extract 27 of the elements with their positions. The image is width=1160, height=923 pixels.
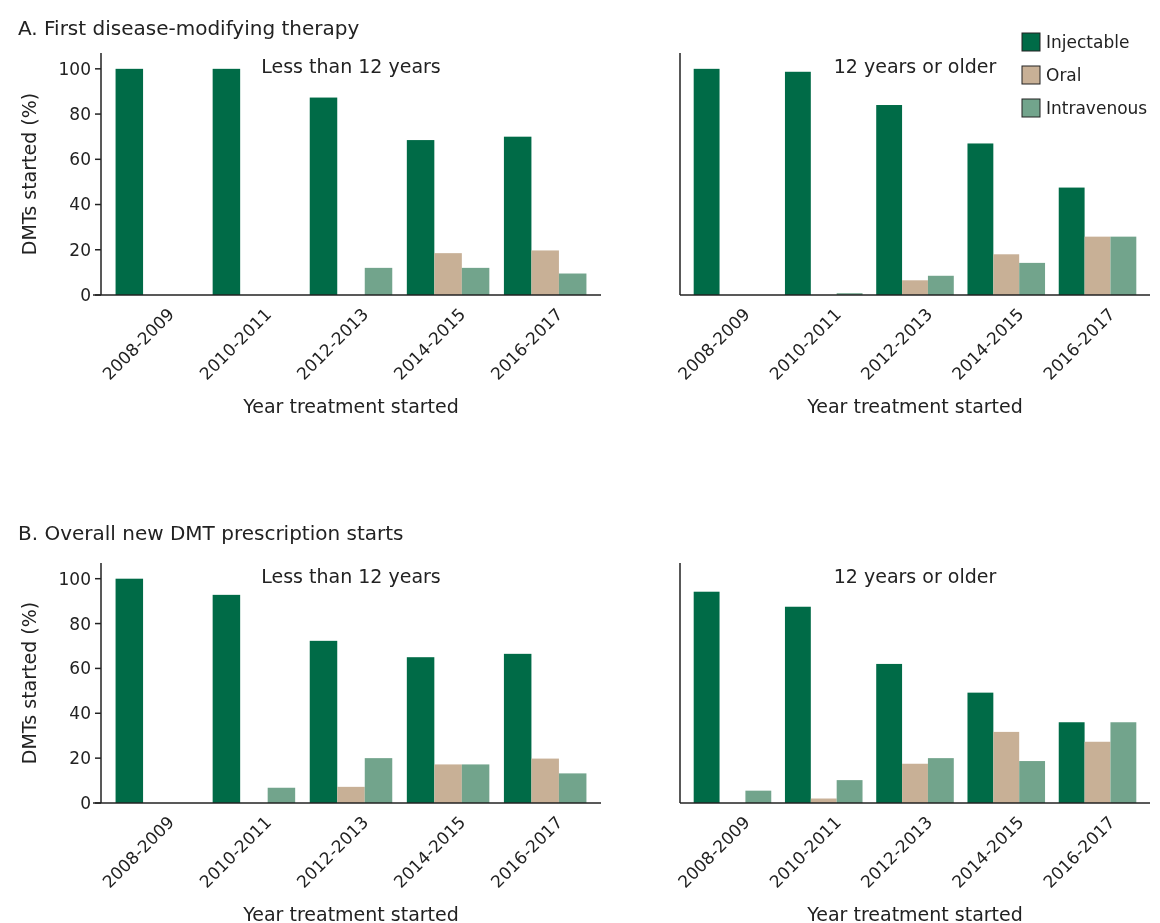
y-tick-label: 100 — [58, 58, 91, 79]
chart-title: A. First disease-modifying therapy — [18, 16, 360, 40]
y-tick-label: 0 — [80, 792, 91, 813]
y-tick-label: 60 — [69, 658, 91, 679]
y-axis-title: DMTs started (%) — [18, 92, 40, 256]
chart-subtitle: 12 years or older — [833, 565, 997, 587]
legend-label: Oral — [1046, 65, 1082, 85]
y-tick-label: 80 — [69, 613, 91, 634]
x-axis-title: Year treatment started — [806, 395, 1023, 417]
chart-title: B. Overall new DMT prescription starts — [18, 521, 404, 545]
y-tick-label: 80 — [69, 104, 91, 125]
legend-label: Injectable — [1046, 32, 1130, 52]
chart-subtitle: Less than 12 years — [261, 565, 441, 587]
y-tick-label: 0 — [80, 284, 91, 305]
x-axis-title: Year treatment started — [242, 395, 459, 417]
chart-subtitle: 12 years or older — [833, 55, 997, 77]
y-tick-label: 60 — [69, 149, 91, 170]
y-tick-label: 100 — [58, 568, 91, 589]
y-tick-label: 20 — [69, 239, 91, 260]
chart-subtitle: Less than 12 years — [261, 55, 441, 77]
y-tick-label: 40 — [69, 703, 91, 724]
y-tick-label: 40 — [69, 194, 91, 215]
legend-label: Intravenous — [1046, 98, 1148, 118]
x-axis-title: Year treatment started — [806, 903, 1023, 923]
x-axis-title: Year treatment started — [242, 903, 459, 923]
y-axis-title: DMTs started (%) — [18, 601, 40, 765]
y-tick-label: 20 — [69, 748, 91, 769]
